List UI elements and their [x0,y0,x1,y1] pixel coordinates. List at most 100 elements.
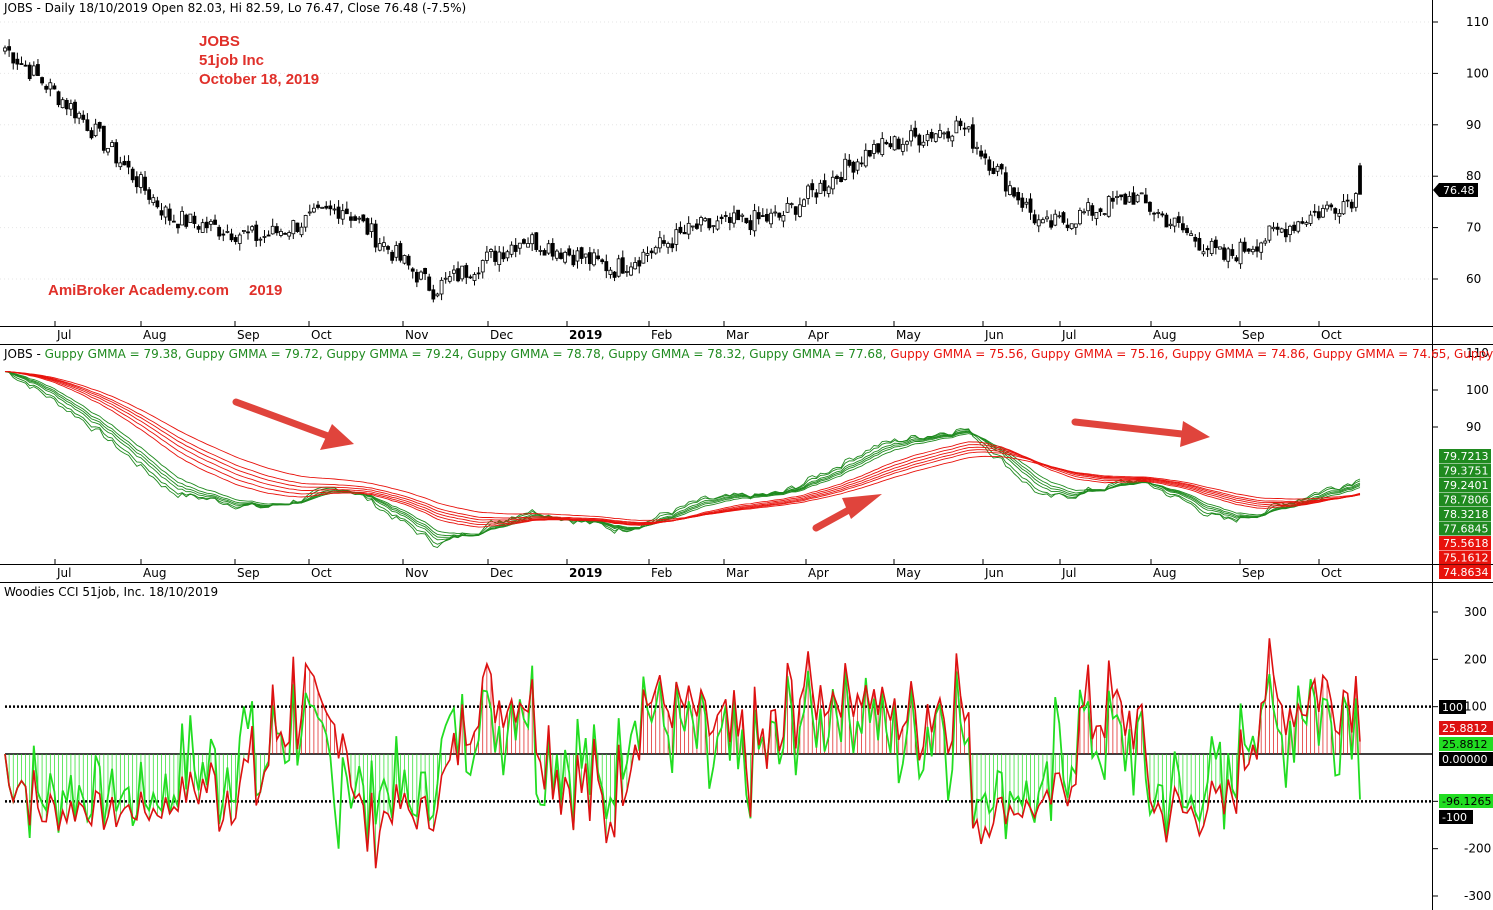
candle-body [769,212,773,225]
candle-body [1251,248,1255,253]
watermark-text: AmiBroker Academy.com [48,282,229,299]
candle-body [546,243,551,254]
month-label: Oct [1321,566,1342,580]
candle-body [1049,220,1054,228]
candle-body [1341,201,1346,215]
month-label: Nov [405,566,428,580]
gmma-value-tag [1439,550,1491,565]
candle-body [484,251,489,261]
candle-body [962,127,967,130]
gmma-short-line [4,371,1361,537]
candle-body [1358,165,1362,195]
annotation-date: October 18, 2019 [199,71,319,88]
candle-body [1164,214,1169,228]
candle-body [1271,226,1276,230]
candle-body [1045,216,1049,220]
trend-arrows [232,398,1210,532]
candle-body [468,276,473,279]
candle-body [431,289,436,300]
candle-body [1135,194,1140,203]
candle-body [23,64,28,67]
month-label: Aug [143,328,166,342]
candle-body [1329,204,1334,208]
candle-body [250,226,255,231]
candle-body [1316,211,1321,219]
candle-body [480,260,485,273]
candle-body [872,143,876,154]
candle-body [542,250,547,256]
gmma-header-prefix: JOBS - [3,347,45,361]
candle-body [1234,257,1239,262]
gmma-long-line [4,371,1361,521]
gmma-value-text: 75.1612 [1443,552,1489,565]
candle-body [732,212,736,224]
gmma-long-line [4,371,1361,525]
candle-body [966,126,971,130]
candle-body [682,232,687,235]
candle-body [1119,194,1124,198]
candle-body [11,52,16,64]
gmma-long-line [4,371,1361,526]
candle-body [662,240,666,244]
candle-body [760,215,765,217]
candle-body [390,251,395,261]
candle-body [101,125,106,151]
candle-body [554,250,559,259]
month-label: Jul [56,328,71,342]
candle-body [1098,208,1103,213]
cci-value-tag [1439,721,1493,735]
candle-body [1078,209,1082,225]
month-label: Apr [808,566,829,580]
candle-body [303,215,308,228]
candle-body [925,134,930,142]
candle-body [756,212,761,220]
candle-body [1102,213,1107,215]
candle-body [797,204,802,217]
candle-body [287,232,292,237]
candle-body [19,63,24,65]
candle-body [353,216,357,221]
candle-body [299,226,304,236]
candle-body [435,293,440,297]
candle-body [1148,201,1152,212]
candle-body [905,141,909,145]
candle-body [48,82,53,90]
candle-body [744,217,749,224]
cci-value-tag [1439,752,1493,766]
candle-body [690,225,695,228]
candle-body [991,167,996,174]
candle-body [1156,212,1161,214]
candle-body [620,257,625,274]
candle-body [139,174,143,188]
candle-body [534,232,539,250]
candle-body [1218,246,1222,250]
candle-body [1131,192,1136,205]
cci-value-text: -100 [1442,811,1467,824]
candle-body [736,209,741,221]
month-label: Aug [1153,566,1176,580]
candle-body [423,267,427,275]
candle-body [320,206,325,209]
candle-body [77,112,82,119]
candle-body [349,216,353,221]
candle-body [188,213,193,223]
candle-body [246,231,250,234]
candle-body [110,142,114,148]
candle-body [666,243,670,248]
candle-body [839,176,843,182]
candle-body [159,210,164,216]
candle-body [880,138,885,156]
candle-body [200,222,205,233]
candle-body [1201,251,1206,255]
arrow-right-trend [1071,418,1210,447]
last-price-tag: 76.48 [1433,183,1478,197]
candle-body [81,114,86,120]
candle-body [357,217,362,220]
candle-body [1321,208,1325,218]
candle-body [262,236,267,238]
candle-body [1283,229,1288,238]
candle-body [68,103,73,110]
candle-body [274,226,279,234]
candle-body [707,218,712,229]
